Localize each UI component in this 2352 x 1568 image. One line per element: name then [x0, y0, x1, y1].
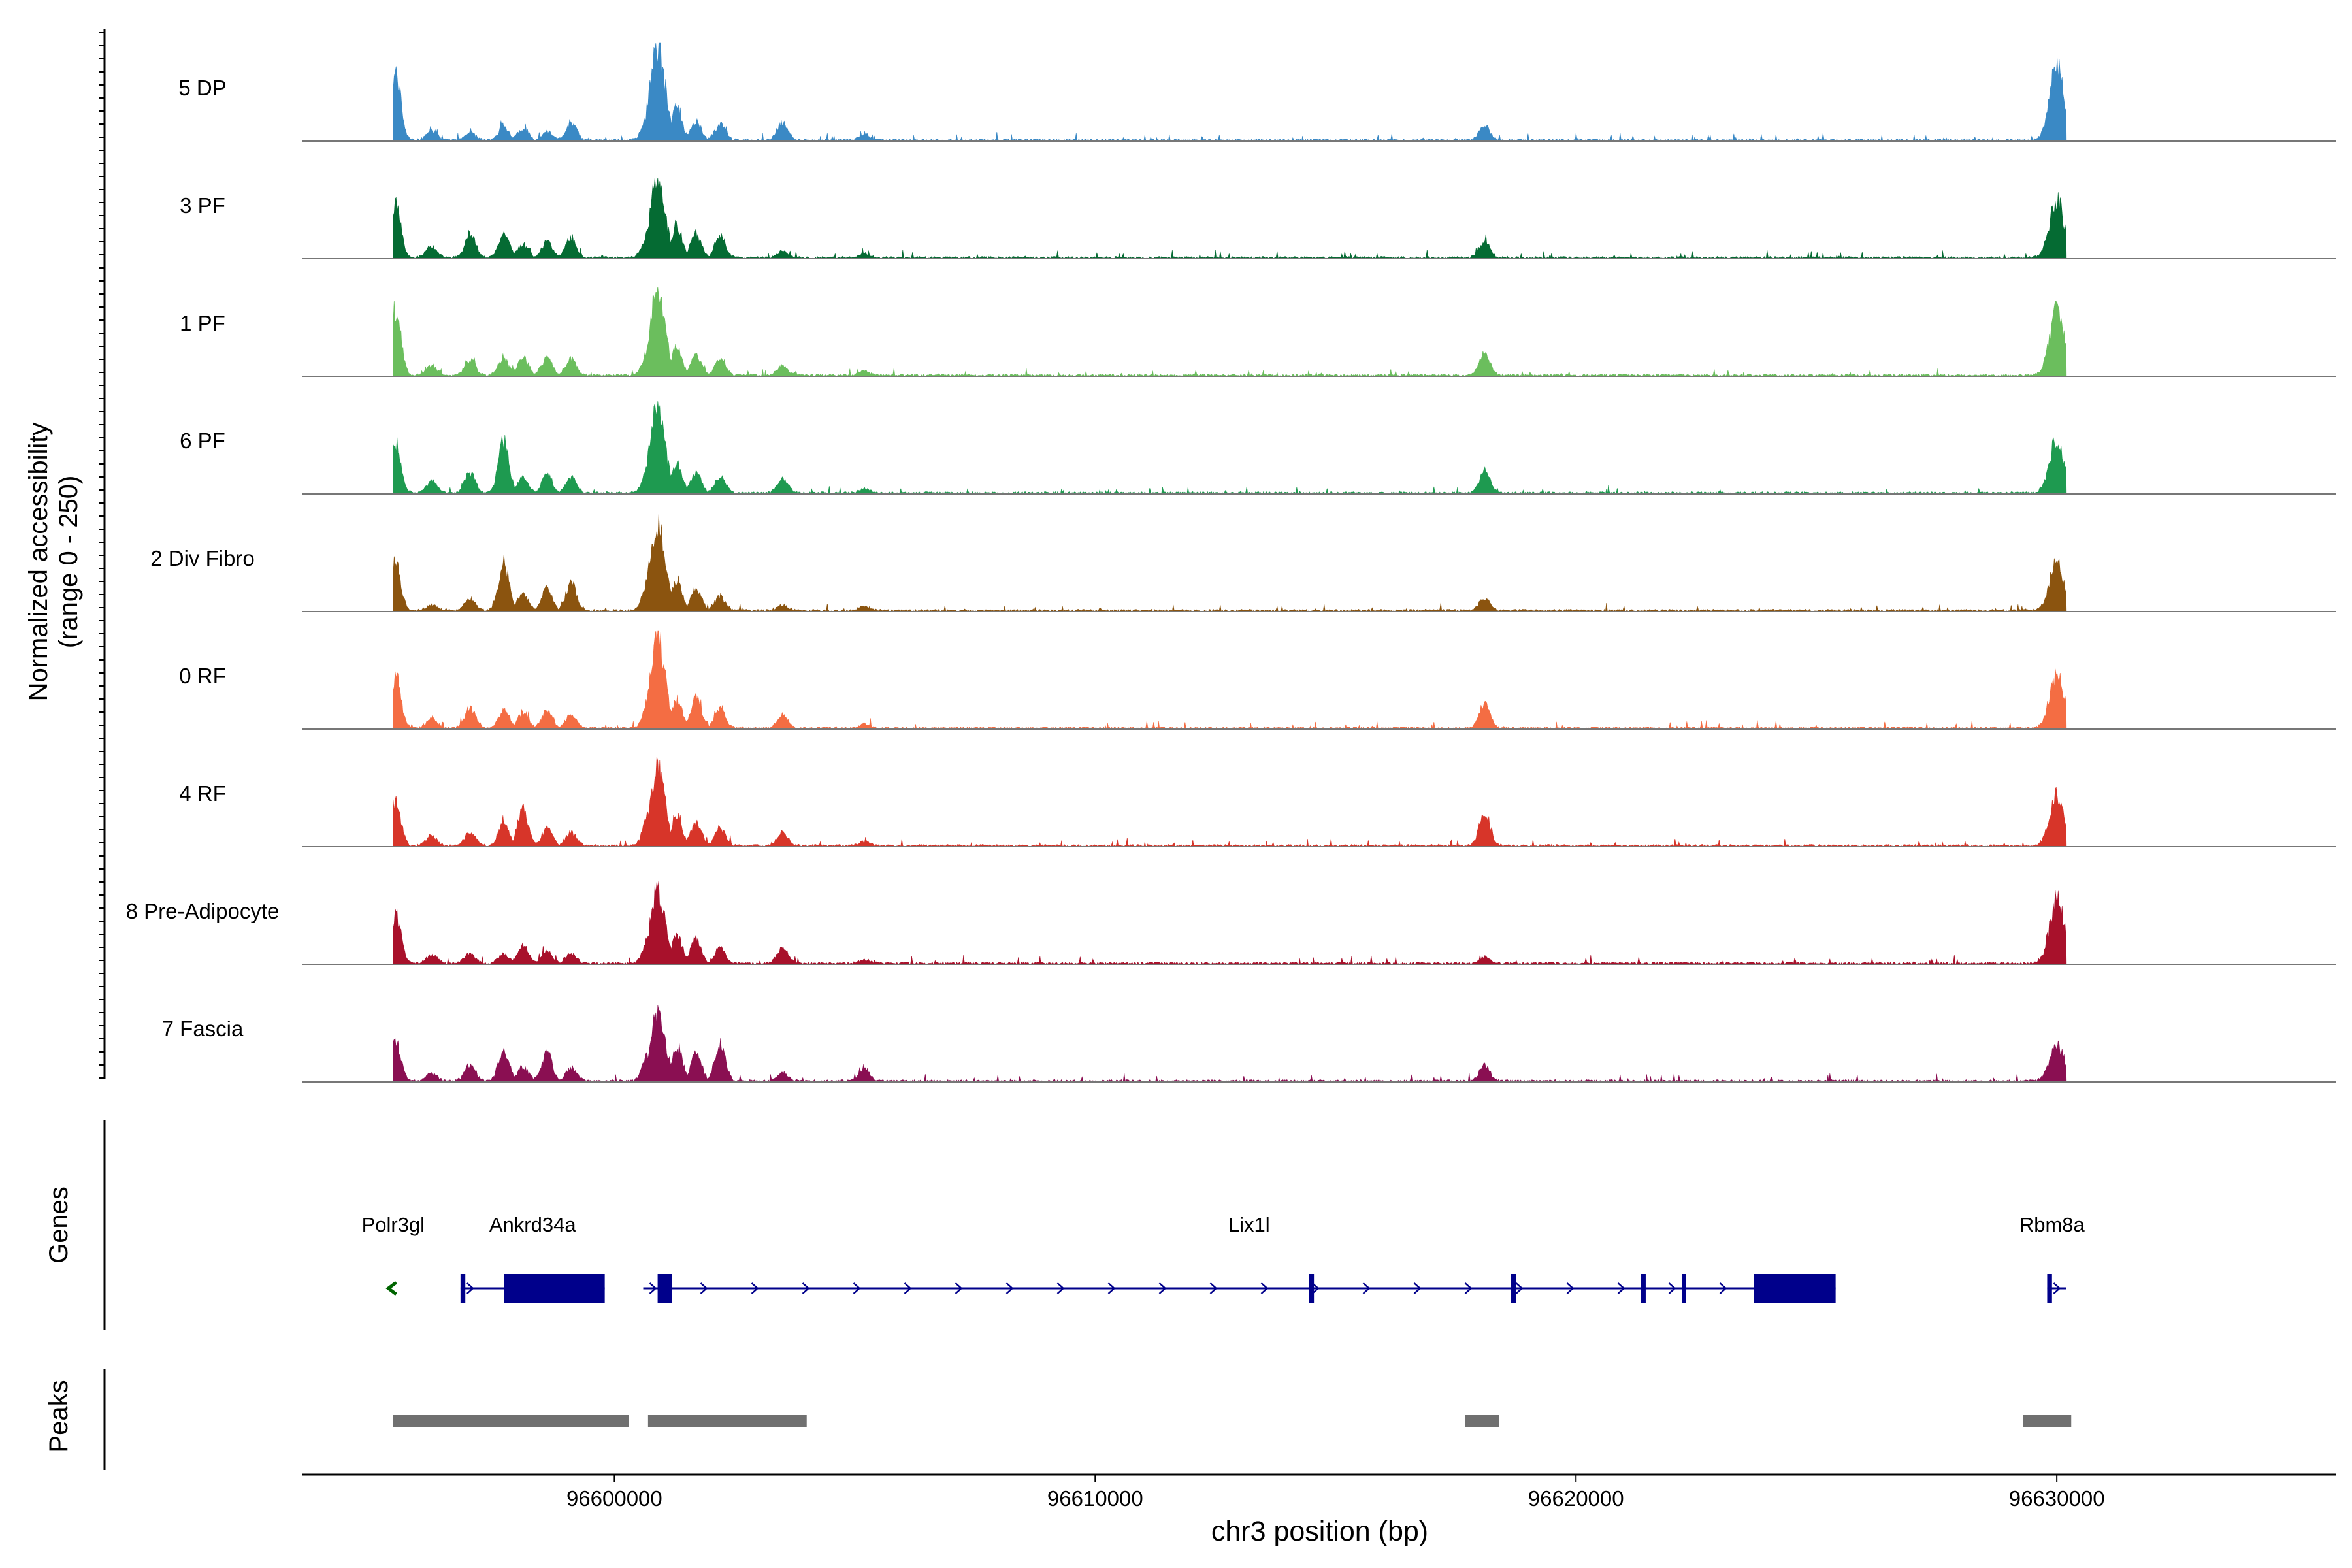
- strand-arrow-icon: [1719, 1282, 1727, 1294]
- coverage-area: [393, 1005, 2067, 1083]
- strand-arrow-icon: [1260, 1282, 1269, 1294]
- x-tick-label: 96620000: [1528, 1486, 1624, 1511]
- axes: Normalized accessibility (range 0 - 250)…: [24, 29, 2336, 1547]
- gene-exon: [2047, 1274, 2052, 1303]
- gene-label: Lix1l: [1228, 1213, 1270, 1236]
- x-tick-label: 96630000: [2009, 1486, 2105, 1511]
- peak-region: [647, 1415, 807, 1427]
- coverage-tracks: 5 DP 3 PF 1 PF 6 PF 2 Div Fibro 0 RF 4 RF 8 Pre…: [126, 42, 2336, 1083]
- peak-region: [2023, 1415, 2072, 1427]
- peak-region: [393, 1415, 629, 1427]
- track-label: 1 PF: [180, 311, 225, 335]
- strand-arrow-icon: [1515, 1282, 1524, 1294]
- track-label: 8 Pre-Adipocyte: [126, 899, 280, 923]
- track-8-pre-adipocyte: 8 Pre-Adipocyte: [126, 880, 2336, 965]
- strand-arrow-icon: [1566, 1282, 1575, 1294]
- gene-exon: [1309, 1274, 1315, 1303]
- track-label: 4 RF: [179, 781, 226, 806]
- coverage-area: [393, 287, 2067, 377]
- gene-exon: [1641, 1274, 1646, 1303]
- strand-arrow-icon: [1107, 1282, 1116, 1294]
- gene-lix1l: Lix1l: [643, 1213, 1836, 1303]
- gene-exon: [1754, 1274, 1836, 1303]
- track-label: 3 PF: [180, 193, 225, 218]
- strand-arrow-icon: [853, 1282, 861, 1294]
- gene-label: Rbm8a: [2019, 1213, 2085, 1236]
- track-7-fascia: 7 Fascia: [162, 1005, 2336, 1083]
- strand-arrow-icon: [2053, 1282, 2061, 1294]
- gene-label: Ankrd34a: [489, 1213, 576, 1236]
- gene-exon: [1682, 1274, 1686, 1303]
- track-6-pf: 6 PF: [180, 401, 2336, 495]
- strand-arrow-icon: [1668, 1282, 1676, 1294]
- gene-exon: [1511, 1274, 1516, 1303]
- x-tick-label: 96610000: [1047, 1486, 1143, 1511]
- strand-arrow-icon: [385, 1281, 397, 1296]
- strand-arrow-icon: [1311, 1282, 1320, 1294]
- strand-arrow-icon: [1158, 1282, 1167, 1294]
- strand-arrow-icon: [955, 1282, 963, 1294]
- peak-track: [393, 1415, 2072, 1427]
- y-axis-label-line1: Normalized accessibility: [24, 423, 53, 702]
- gene-exon: [460, 1274, 466, 1303]
- track-label: 2 Div Fibro: [150, 546, 255, 570]
- track-1-pf: 1 PF: [180, 287, 2336, 377]
- strand-arrow-icon: [1209, 1282, 1218, 1294]
- track-2-div-fibro: 2 Div Fibro: [150, 513, 2336, 612]
- x-axis-label: chr3 position (bp): [1211, 1516, 1428, 1547]
- coverage-area: [393, 880, 2067, 965]
- track-4-rf: 4 RF: [179, 756, 2336, 847]
- coverage-area: [393, 42, 2067, 142]
- coverage-area: [393, 513, 2067, 612]
- track-0-rf: 0 RF: [179, 630, 2336, 730]
- x-tick-label: 96600000: [566, 1486, 662, 1511]
- gene-track: Polr3gl Ankrd34a Lix1l Rbm8a: [362, 1213, 2085, 1303]
- strand-arrow-icon: [1056, 1282, 1065, 1294]
- strand-arrow-icon: [1464, 1282, 1473, 1294]
- strand-arrow-icon: [1617, 1282, 1625, 1294]
- strand-arrow-icon: [466, 1282, 474, 1294]
- peak-region: [1465, 1415, 1499, 1427]
- strand-arrow-icon: [1413, 1282, 1422, 1294]
- track-label: 6 PF: [180, 429, 225, 453]
- coverage-area: [393, 401, 2067, 495]
- track-label: 5 DP: [178, 76, 226, 100]
- gene-polr3gl: Polr3gl: [362, 1213, 425, 1296]
- track-3-pf: 3 PF: [180, 178, 2336, 260]
- strand-arrow-icon: [700, 1282, 708, 1294]
- strand-arrow-icon: [802, 1282, 810, 1294]
- strand-arrow-icon: [904, 1282, 912, 1294]
- gene-exon: [504, 1274, 605, 1303]
- track-label: 7 Fascia: [162, 1017, 244, 1041]
- strand-arrow-icon: [751, 1282, 759, 1294]
- y-axis-label-line2: (range 0 - 250): [54, 476, 83, 649]
- gene-rbm8a: Rbm8a: [2019, 1213, 2085, 1303]
- peak-track-label: Peaks: [44, 1380, 73, 1452]
- strand-arrow-icon: [1005, 1282, 1014, 1294]
- track-5-dp: 5 DP: [178, 42, 2336, 142]
- track-label: 0 RF: [179, 664, 226, 688]
- gene-track-label: Genes: [44, 1186, 73, 1264]
- gene-exon: [657, 1274, 672, 1303]
- coverage-area: [393, 630, 2067, 730]
- strand-arrow-icon: [649, 1282, 657, 1294]
- gene-ankrd34a: Ankrd34a: [460, 1213, 605, 1303]
- strand-arrow-icon: [1362, 1282, 1371, 1294]
- coverage-area: [393, 756, 2067, 847]
- gene-label: Polr3gl: [362, 1213, 425, 1236]
- coverage-area: [393, 178, 2067, 260]
